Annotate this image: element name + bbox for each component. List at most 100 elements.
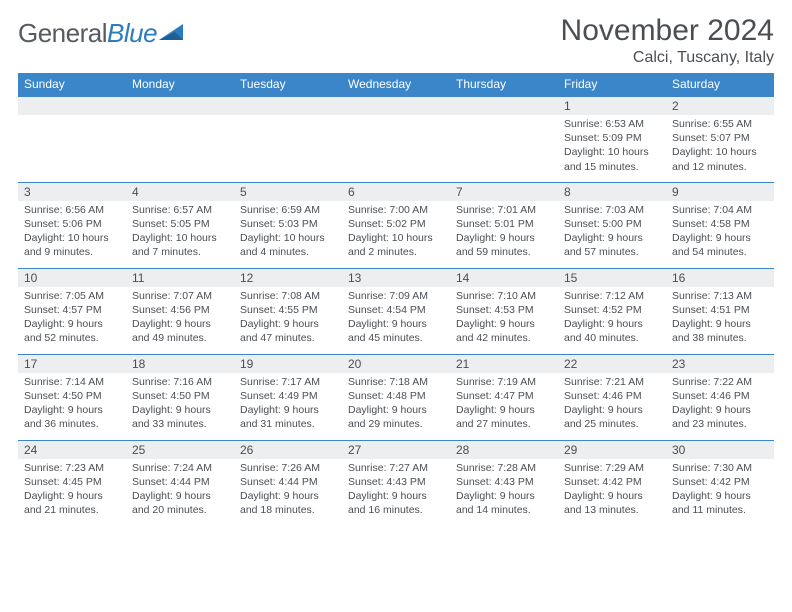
day-number: 10 [18,269,126,287]
day-detail: Sunrise: 7:00 AMSunset: 5:02 PMDaylight:… [342,201,450,264]
day-number: 16 [666,269,774,287]
day-number-empty [126,97,234,115]
day-detail: Sunrise: 7:17 AMSunset: 4:49 PMDaylight:… [234,373,342,436]
day-detail: Sunrise: 7:12 AMSunset: 4:52 PMDaylight:… [558,287,666,350]
calendar-day-cell: 22Sunrise: 7:21 AMSunset: 4:46 PMDayligh… [558,354,666,440]
day-number: 8 [558,183,666,201]
day-detail: Sunrise: 7:29 AMSunset: 4:42 PMDaylight:… [558,459,666,522]
header: GeneralBlue November 2024 Calci, Tuscany… [18,14,774,67]
day-number-empty [234,97,342,115]
calendar-day-cell [450,96,558,182]
weekday-header: Monday [126,73,234,96]
day-number: 1 [558,97,666,115]
day-number-empty [342,97,450,115]
weekday-header: Thursday [450,73,558,96]
calendar-day-cell: 27Sunrise: 7:27 AMSunset: 4:43 PMDayligh… [342,440,450,526]
day-number: 17 [18,355,126,373]
day-number: 3 [18,183,126,201]
day-number-empty [450,97,558,115]
day-detail: Sunrise: 7:23 AMSunset: 4:45 PMDaylight:… [18,459,126,522]
day-number: 14 [450,269,558,287]
calendar-week-row: 24Sunrise: 7:23 AMSunset: 4:45 PMDayligh… [18,440,774,526]
day-detail: Sunrise: 7:16 AMSunset: 4:50 PMDaylight:… [126,373,234,436]
day-number: 27 [342,441,450,459]
calendar-day-cell: 17Sunrise: 7:14 AMSunset: 4:50 PMDayligh… [18,354,126,440]
calendar-day-cell: 1Sunrise: 6:53 AMSunset: 5:09 PMDaylight… [558,96,666,182]
day-detail: Sunrise: 6:55 AMSunset: 5:07 PMDaylight:… [666,115,774,178]
calendar-day-cell [18,96,126,182]
logo-text: GeneralBlue [18,18,157,49]
day-detail: Sunrise: 7:13 AMSunset: 4:51 PMDaylight:… [666,287,774,350]
calendar-day-cell: 2Sunrise: 6:55 AMSunset: 5:07 PMDaylight… [666,96,774,182]
day-detail: Sunrise: 7:21 AMSunset: 4:46 PMDaylight:… [558,373,666,436]
calendar-day-cell: 11Sunrise: 7:07 AMSunset: 4:56 PMDayligh… [126,268,234,354]
weekday-header: Friday [558,73,666,96]
calendar-day-cell [342,96,450,182]
calendar-day-cell: 3Sunrise: 6:56 AMSunset: 5:06 PMDaylight… [18,182,126,268]
day-detail: Sunrise: 7:30 AMSunset: 4:42 PMDaylight:… [666,459,774,522]
calendar-day-cell: 28Sunrise: 7:28 AMSunset: 4:43 PMDayligh… [450,440,558,526]
day-number: 2 [666,97,774,115]
calendar-day-cell: 9Sunrise: 7:04 AMSunset: 4:58 PMDaylight… [666,182,774,268]
calendar-day-cell: 21Sunrise: 7:19 AMSunset: 4:47 PMDayligh… [450,354,558,440]
day-number: 28 [450,441,558,459]
day-detail: Sunrise: 7:01 AMSunset: 5:01 PMDaylight:… [450,201,558,264]
day-number: 30 [666,441,774,459]
day-number: 13 [342,269,450,287]
calendar-day-cell: 16Sunrise: 7:13 AMSunset: 4:51 PMDayligh… [666,268,774,354]
calendar-week-row: 17Sunrise: 7:14 AMSunset: 4:50 PMDayligh… [18,354,774,440]
calendar-day-cell: 29Sunrise: 7:29 AMSunset: 4:42 PMDayligh… [558,440,666,526]
calendar-day-cell: 23Sunrise: 7:22 AMSunset: 4:46 PMDayligh… [666,354,774,440]
day-number: 9 [666,183,774,201]
calendar-day-cell: 4Sunrise: 6:57 AMSunset: 5:05 PMDaylight… [126,182,234,268]
month-title: November 2024 [561,14,774,48]
day-number: 6 [342,183,450,201]
day-detail: Sunrise: 7:27 AMSunset: 4:43 PMDaylight:… [342,459,450,522]
day-number: 25 [126,441,234,459]
calendar-day-cell: 20Sunrise: 7:18 AMSunset: 4:48 PMDayligh… [342,354,450,440]
weekday-header: Wednesday [342,73,450,96]
logo: GeneralBlue [18,14,185,49]
calendar-day-cell: 14Sunrise: 7:10 AMSunset: 4:53 PMDayligh… [450,268,558,354]
calendar-day-cell: 7Sunrise: 7:01 AMSunset: 5:01 PMDaylight… [450,182,558,268]
weekday-header: Tuesday [234,73,342,96]
calendar-day-cell: 10Sunrise: 7:05 AMSunset: 4:57 PMDayligh… [18,268,126,354]
calendar-day-cell: 15Sunrise: 7:12 AMSunset: 4:52 PMDayligh… [558,268,666,354]
calendar-day-cell: 8Sunrise: 7:03 AMSunset: 5:00 PMDaylight… [558,182,666,268]
day-detail: Sunrise: 6:56 AMSunset: 5:06 PMDaylight:… [18,201,126,264]
calendar-day-cell: 13Sunrise: 7:09 AMSunset: 4:54 PMDayligh… [342,268,450,354]
day-detail: Sunrise: 7:14 AMSunset: 4:50 PMDaylight:… [18,373,126,436]
day-detail: Sunrise: 7:28 AMSunset: 4:43 PMDaylight:… [450,459,558,522]
logo-text-general: General [18,18,107,48]
calendar-day-cell: 6Sunrise: 7:00 AMSunset: 5:02 PMDaylight… [342,182,450,268]
day-number: 7 [450,183,558,201]
day-detail: Sunrise: 7:03 AMSunset: 5:00 PMDaylight:… [558,201,666,264]
calendar-day-cell: 18Sunrise: 7:16 AMSunset: 4:50 PMDayligh… [126,354,234,440]
day-number: 4 [126,183,234,201]
calendar-day-cell [126,96,234,182]
day-number-empty [18,97,126,115]
day-detail: Sunrise: 7:04 AMSunset: 4:58 PMDaylight:… [666,201,774,264]
day-number: 20 [342,355,450,373]
weekday-header: Sunday [18,73,126,96]
calendar-week-row: 10Sunrise: 7:05 AMSunset: 4:57 PMDayligh… [18,268,774,354]
calendar-day-cell: 12Sunrise: 7:08 AMSunset: 4:55 PMDayligh… [234,268,342,354]
day-detail: Sunrise: 7:19 AMSunset: 4:47 PMDaylight:… [450,373,558,436]
day-detail: Sunrise: 6:57 AMSunset: 5:05 PMDaylight:… [126,201,234,264]
weekday-header-row: SundayMondayTuesdayWednesdayThursdayFrid… [18,73,774,96]
day-detail: Sunrise: 6:53 AMSunset: 5:09 PMDaylight:… [558,115,666,178]
day-detail: Sunrise: 7:24 AMSunset: 4:44 PMDaylight:… [126,459,234,522]
day-detail: Sunrise: 7:08 AMSunset: 4:55 PMDaylight:… [234,287,342,350]
day-number: 23 [666,355,774,373]
day-number: 22 [558,355,666,373]
day-detail: Sunrise: 7:10 AMSunset: 4:53 PMDaylight:… [450,287,558,350]
logo-triangle-icon [159,22,185,47]
day-detail: Sunrise: 7:18 AMSunset: 4:48 PMDaylight:… [342,373,450,436]
calendar-table: SundayMondayTuesdayWednesdayThursdayFrid… [18,73,774,526]
calendar-day-cell: 25Sunrise: 7:24 AMSunset: 4:44 PMDayligh… [126,440,234,526]
calendar-day-cell: 19Sunrise: 7:17 AMSunset: 4:49 PMDayligh… [234,354,342,440]
day-number: 18 [126,355,234,373]
weekday-header: Saturday [666,73,774,96]
day-number: 21 [450,355,558,373]
day-number: 15 [558,269,666,287]
